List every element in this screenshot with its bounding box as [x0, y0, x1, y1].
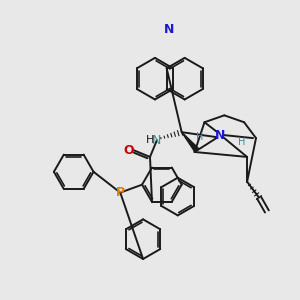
Text: N: N	[215, 129, 226, 142]
Text: P: P	[116, 186, 125, 199]
Polygon shape	[182, 132, 199, 152]
Text: N: N	[164, 22, 174, 36]
Text: H: H	[238, 137, 246, 147]
Text: O: O	[123, 143, 134, 157]
Text: H: H	[146, 135, 154, 145]
Text: H: H	[196, 132, 203, 142]
Text: N: N	[152, 134, 162, 147]
